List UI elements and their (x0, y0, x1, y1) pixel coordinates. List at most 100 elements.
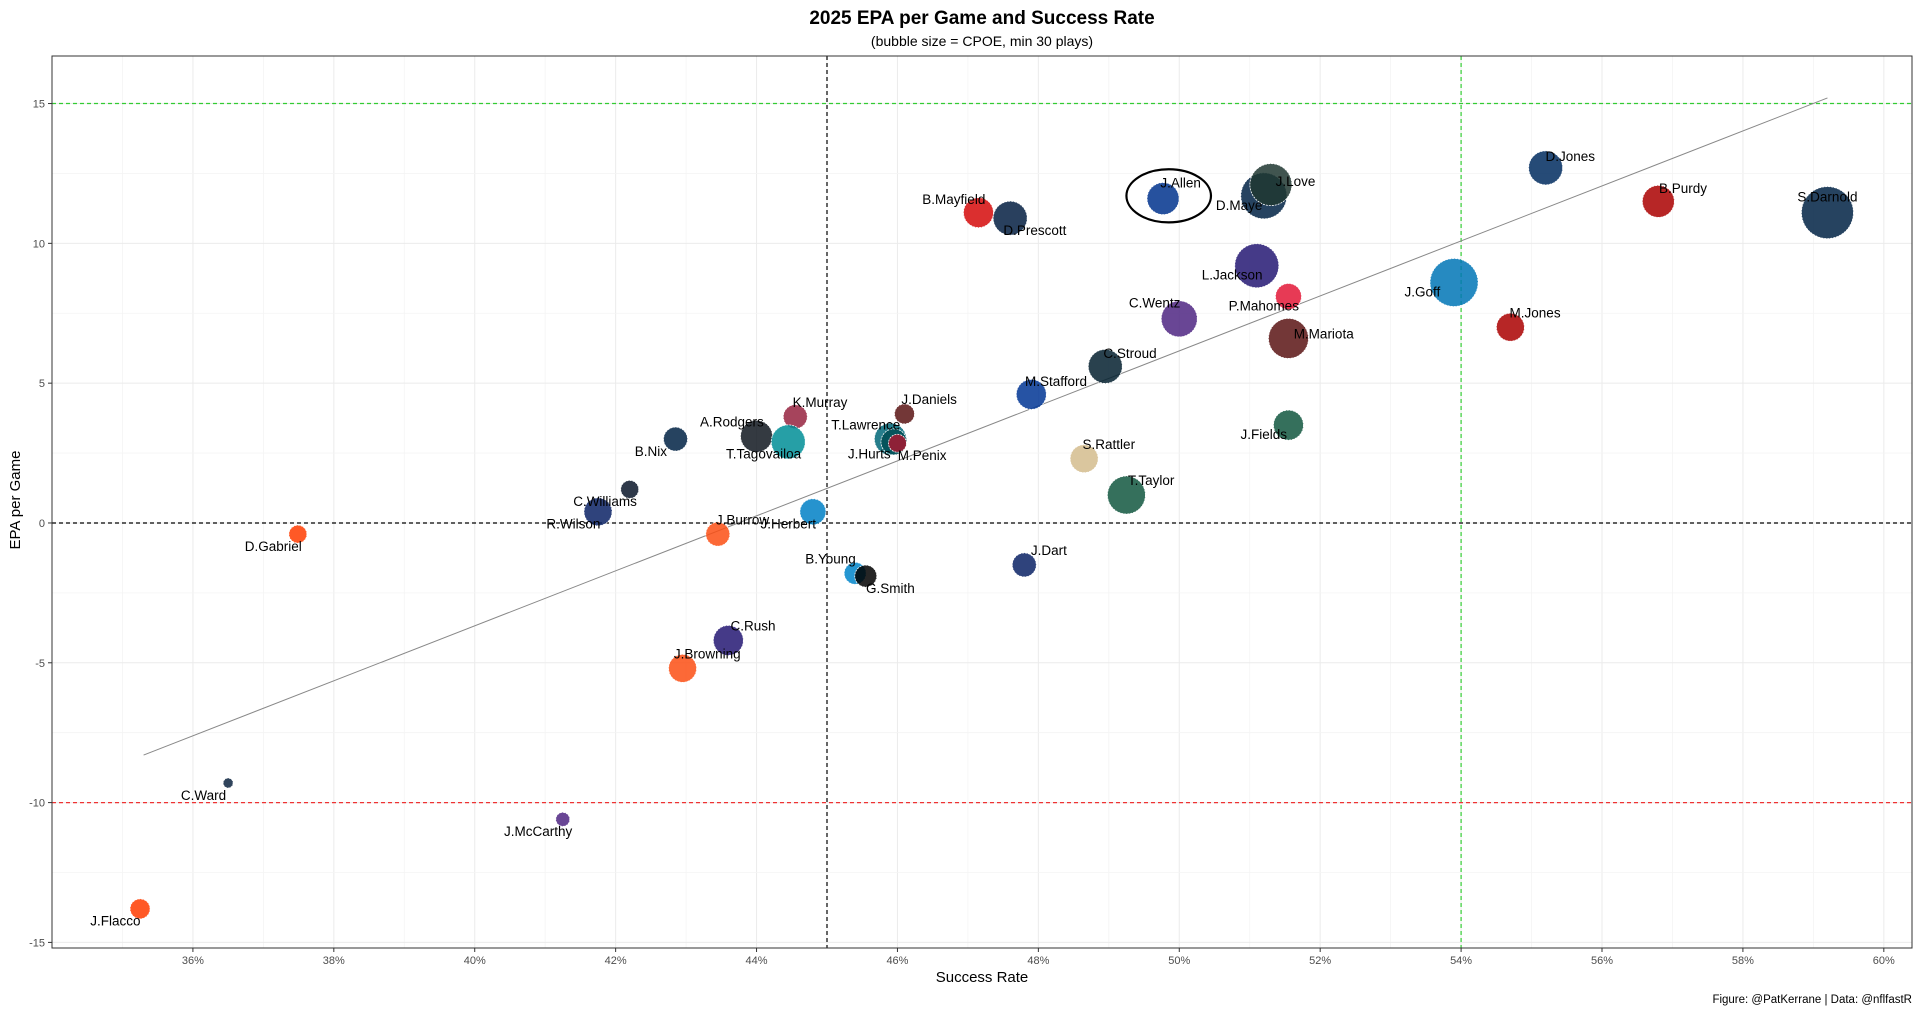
chart-caption: Figure: @PatKerrane | Data: @nflfastR (1712, 994, 1912, 1006)
y-tick-label: -10 (29, 798, 45, 810)
x-tick-label: 50% (1168, 955, 1190, 967)
label-a-rodgers: A.Rodgers (700, 415, 764, 430)
bubble-s-rattler (1069, 444, 1099, 474)
label-l-jackson: L.Jackson (1202, 268, 1263, 283)
bubble-c-wentz (1160, 300, 1198, 338)
bubble-m-jones (1496, 312, 1525, 342)
label-r-wilson: R.Wilson (546, 517, 600, 532)
label-j-goff: J.Goff (1404, 284, 1440, 299)
label-m-mariota: M.Mariota (1294, 326, 1355, 341)
label-b-young: B.Young (805, 552, 856, 567)
bubble-l-jackson (1234, 243, 1280, 289)
bubble-j-herbert (799, 498, 827, 526)
bubble-m-stafford (1015, 378, 1047, 410)
label-k-murray: K.Murray (793, 395, 848, 410)
label-d-jones: D.Jones (1546, 149, 1596, 164)
bubble-p-mahomes (1275, 283, 1302, 310)
x-tick-label: 36% (182, 955, 204, 967)
y-axis-ticks: -15 -10 -5 0 5 10 15 (29, 99, 52, 949)
bubble-m-mariota (1268, 318, 1309, 359)
bubble-j-dart (1011, 552, 1037, 578)
label-d-prescott: D.Prescott (1003, 223, 1066, 238)
grid (52, 56, 1912, 948)
bubble-j-daniels (894, 403, 915, 425)
bubble-d-gabriel (288, 524, 308, 544)
x-tick-label: 48% (1027, 955, 1049, 967)
label-d-gabriel: D.Gabriel (245, 539, 302, 554)
label-j-hurts: J.Hurts (848, 447, 891, 462)
bubble-j-browning (668, 653, 697, 683)
label-b-nix: B.Nix (635, 444, 668, 459)
bubble-j-flacco (129, 898, 151, 920)
bubble-c-williams (620, 480, 640, 499)
highlight-ellipse (1125, 168, 1213, 224)
regression-line (143, 97, 1828, 756)
label-j-browning: J.Browning (674, 647, 741, 662)
bubble-j-fields (1273, 409, 1304, 441)
bubble-b-purdy (1641, 185, 1675, 218)
label-j-burrow: J.Burrow (716, 512, 770, 527)
label-c-williams: C.Williams (573, 494, 637, 509)
x-axis-ticks: 36% 38% 40% 42% 44% 46% 48% 50% 52% 54% 56% 58% 60% (182, 948, 1895, 967)
label-m-jones: M.Jones (1510, 305, 1561, 320)
label-j-mccarthy: J.McCarthy (504, 824, 573, 839)
label-p-mahomes: P.Mahomes (1229, 298, 1300, 313)
label-m-stafford: M.Stafford (1025, 374, 1087, 389)
bubble-j-allen (1146, 182, 1180, 216)
label-j-daniels: J.Daniels (901, 392, 957, 407)
point-labels: S.Darnold J.Goff D.Maye L.Jackson J.Love M.Ma… (90, 149, 1857, 929)
label-j-dart: J.Dart (1031, 543, 1067, 558)
bubble-c-stroud (1087, 348, 1123, 384)
label-s-darnold: S.Darnold (1797, 189, 1857, 204)
chart-subtitle: (bubble size = CPOE, min 30 plays) (871, 33, 1093, 49)
x-tick-label: 52% (1309, 955, 1331, 967)
label-b-purdy: B.Purdy (1659, 181, 1707, 196)
label-b-mayfield: B.Mayfield (922, 192, 985, 207)
y-tick-label: -15 (29, 937, 45, 949)
plot-border (51, 55, 1913, 949)
highlight-circle (1125, 168, 1213, 224)
x-tick-label: 44% (746, 955, 768, 967)
y-tick-label: 15 (33, 99, 45, 111)
label-d-maye: D.Maye (1216, 198, 1263, 213)
y-tick-label: -5 (35, 658, 45, 670)
bubble-g-smith (854, 564, 878, 588)
label-c-rush: C.Rush (731, 619, 776, 634)
x-tick-label: 54% (1450, 955, 1472, 967)
data-points (129, 150, 1854, 920)
x-tick-label: 42% (605, 955, 627, 967)
label-g-smith: G.Smith (866, 581, 915, 596)
label-m-penix: M.Penix (898, 448, 947, 463)
label-j-flacco: J.Flacco (90, 914, 140, 929)
bubble-j-mccarthy (555, 811, 571, 827)
label-c-stroud: C.Stroud (1103, 346, 1156, 361)
y-axis-title: EPA per Game (7, 451, 24, 550)
plot-background (52, 56, 1912, 948)
label-j-love: J.Love (1276, 174, 1316, 189)
bubble-s-darnold (1801, 186, 1854, 239)
y-tick-label: 10 (33, 238, 45, 250)
x-tick-label: 58% (1732, 955, 1754, 967)
x-tick-label: 46% (886, 955, 908, 967)
x-tick-label: 38% (323, 955, 345, 967)
label-j-fields: J.Fields (1241, 427, 1288, 442)
bubble-d-jones (1528, 150, 1564, 186)
label-c-wentz: C.Wentz (1129, 296, 1181, 311)
label-t-lawrence: T.Lawrence (831, 417, 900, 432)
label-t-tagovailoa: T.Tagovailoa (726, 447, 802, 462)
label-j-allen: J.Allen (1160, 175, 1201, 190)
y-tick-label: 0 (39, 518, 45, 530)
x-tick-label: 60% (1873, 955, 1895, 967)
x-tick-label: 56% (1591, 955, 1613, 967)
bubble-j-love (1249, 163, 1293, 207)
x-axis-title: Success Rate (936, 969, 1029, 986)
chart-title: 2025 EPA per Game and Success Rate (809, 8, 1154, 29)
bubble-t-taylor (1107, 475, 1146, 515)
bubble-j-goff (1429, 258, 1479, 307)
x-tick-label: 40% (464, 955, 486, 967)
bubble-r-wilson (583, 497, 613, 527)
bubble-m-penix (888, 433, 907, 453)
reference-lines (52, 56, 1912, 948)
bubble-b-nix (663, 426, 688, 452)
